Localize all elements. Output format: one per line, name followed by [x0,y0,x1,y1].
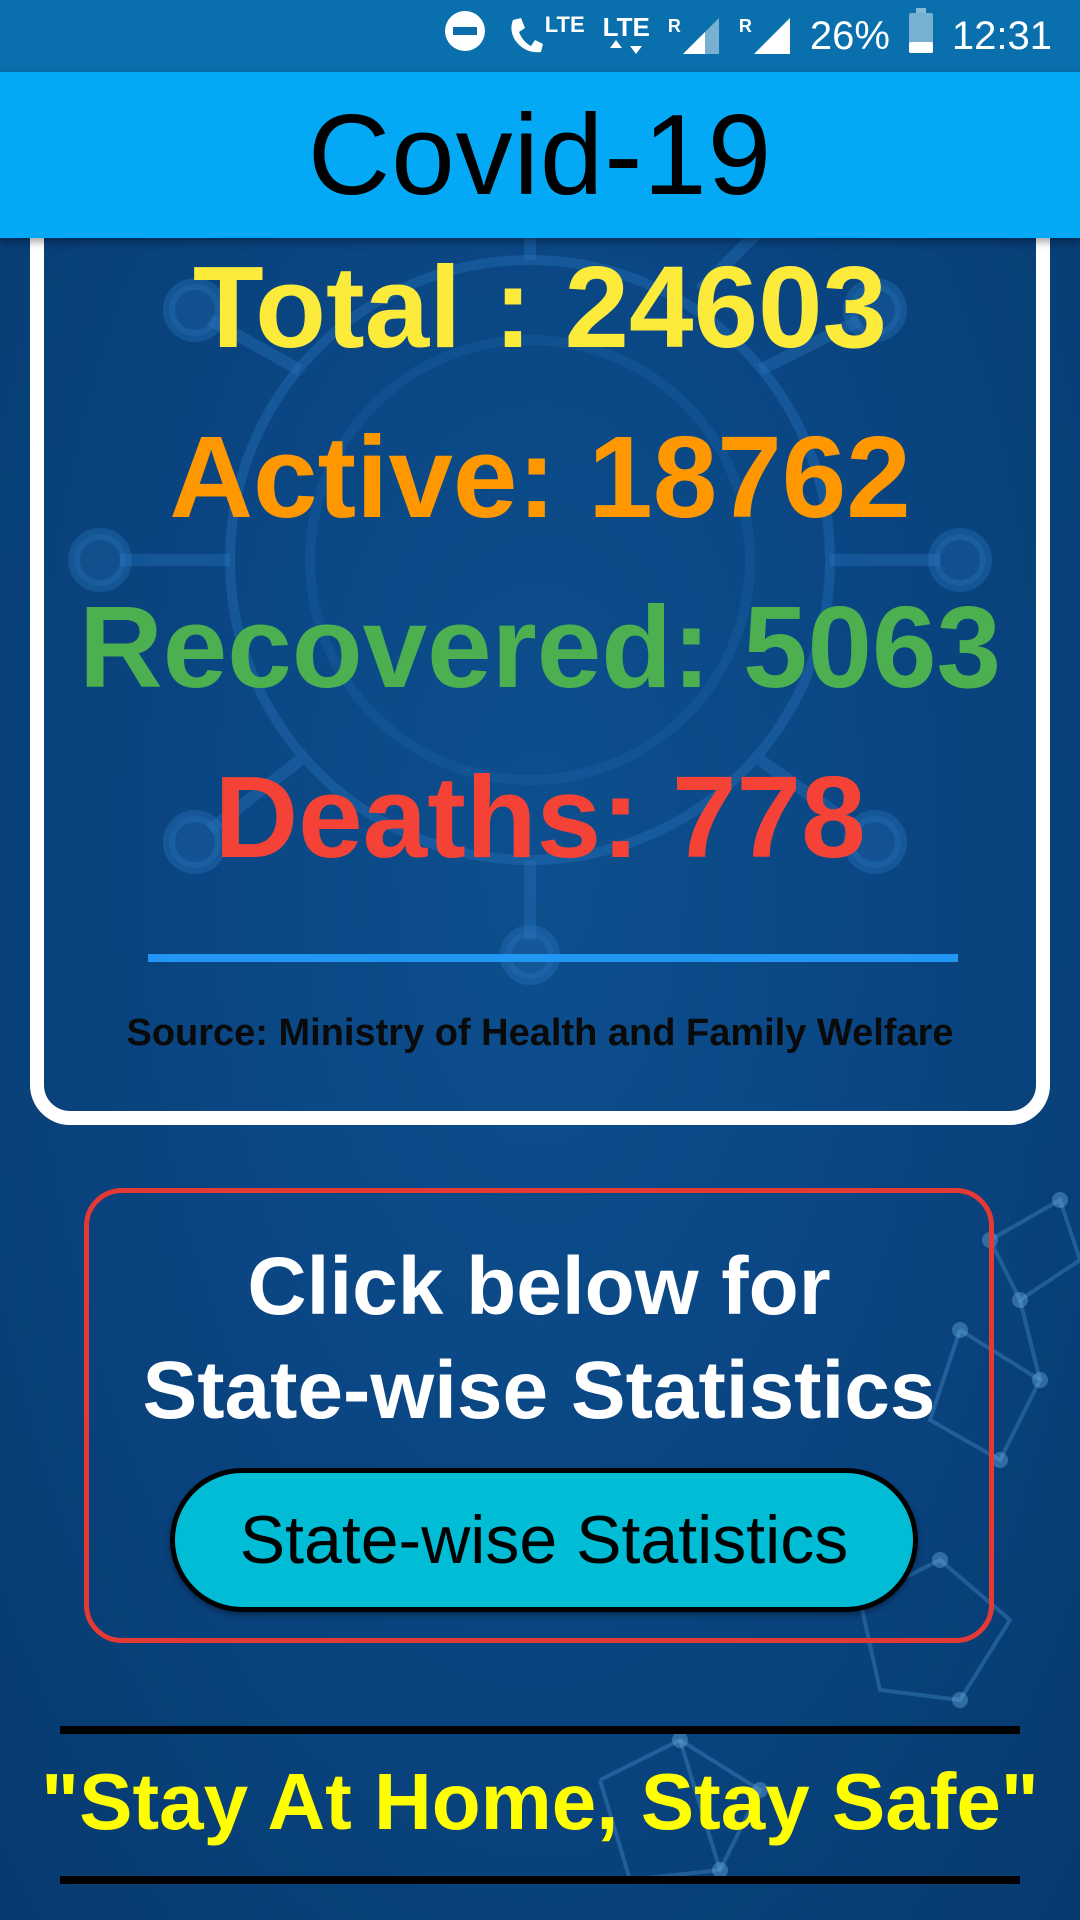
battery-icon [908,8,934,64]
state-wise-heading-line2: State-wise Statistics [142,1345,936,1436]
do-not-disturb-icon [443,9,487,63]
lte-data-icon: LTE [603,14,650,56]
deaths-count: Deaths: 778 [214,752,866,882]
status-icons: LTE LTE R R 26% 12:31 [443,0,1052,72]
divider [148,954,958,962]
app-bar: Covid-19 [0,72,1080,238]
volte-call-icon: LTE [505,14,585,58]
slogan-text: "Stay At Home, Stay Safe" [41,1757,1039,1846]
divider [60,1726,1020,1734]
state-wise-heading: Click below for State-wise Statistics [89,1235,989,1443]
source-text: Source: Ministry of Health and Family We… [126,1012,954,1054]
status-bar: LTE LTE R R 26% 12:31 [0,0,1080,72]
recovered-cases: Recovered: 5063 [78,582,1002,712]
active-cases: Active: 18762 [169,412,911,542]
battery-percent: 26% [809,13,890,58]
state-wise-heading-line1: Click below for [247,1241,831,1332]
total-cases: Total : 24603 [192,242,888,372]
signal-icon: R [668,16,721,56]
state-wise-statistics-button[interactable]: State-wise Statistics [170,1468,918,1612]
stats-card: Total : 24603 Active: 18762 Recovered: 5… [30,190,1050,1125]
divider [60,1876,1020,1884]
app-title: Covid-19 [307,91,773,219]
clock: 12:31 [951,13,1052,58]
signal-icon: R [739,16,792,56]
state-wise-section: Click below for State-wise Statistics St… [84,1188,994,1643]
